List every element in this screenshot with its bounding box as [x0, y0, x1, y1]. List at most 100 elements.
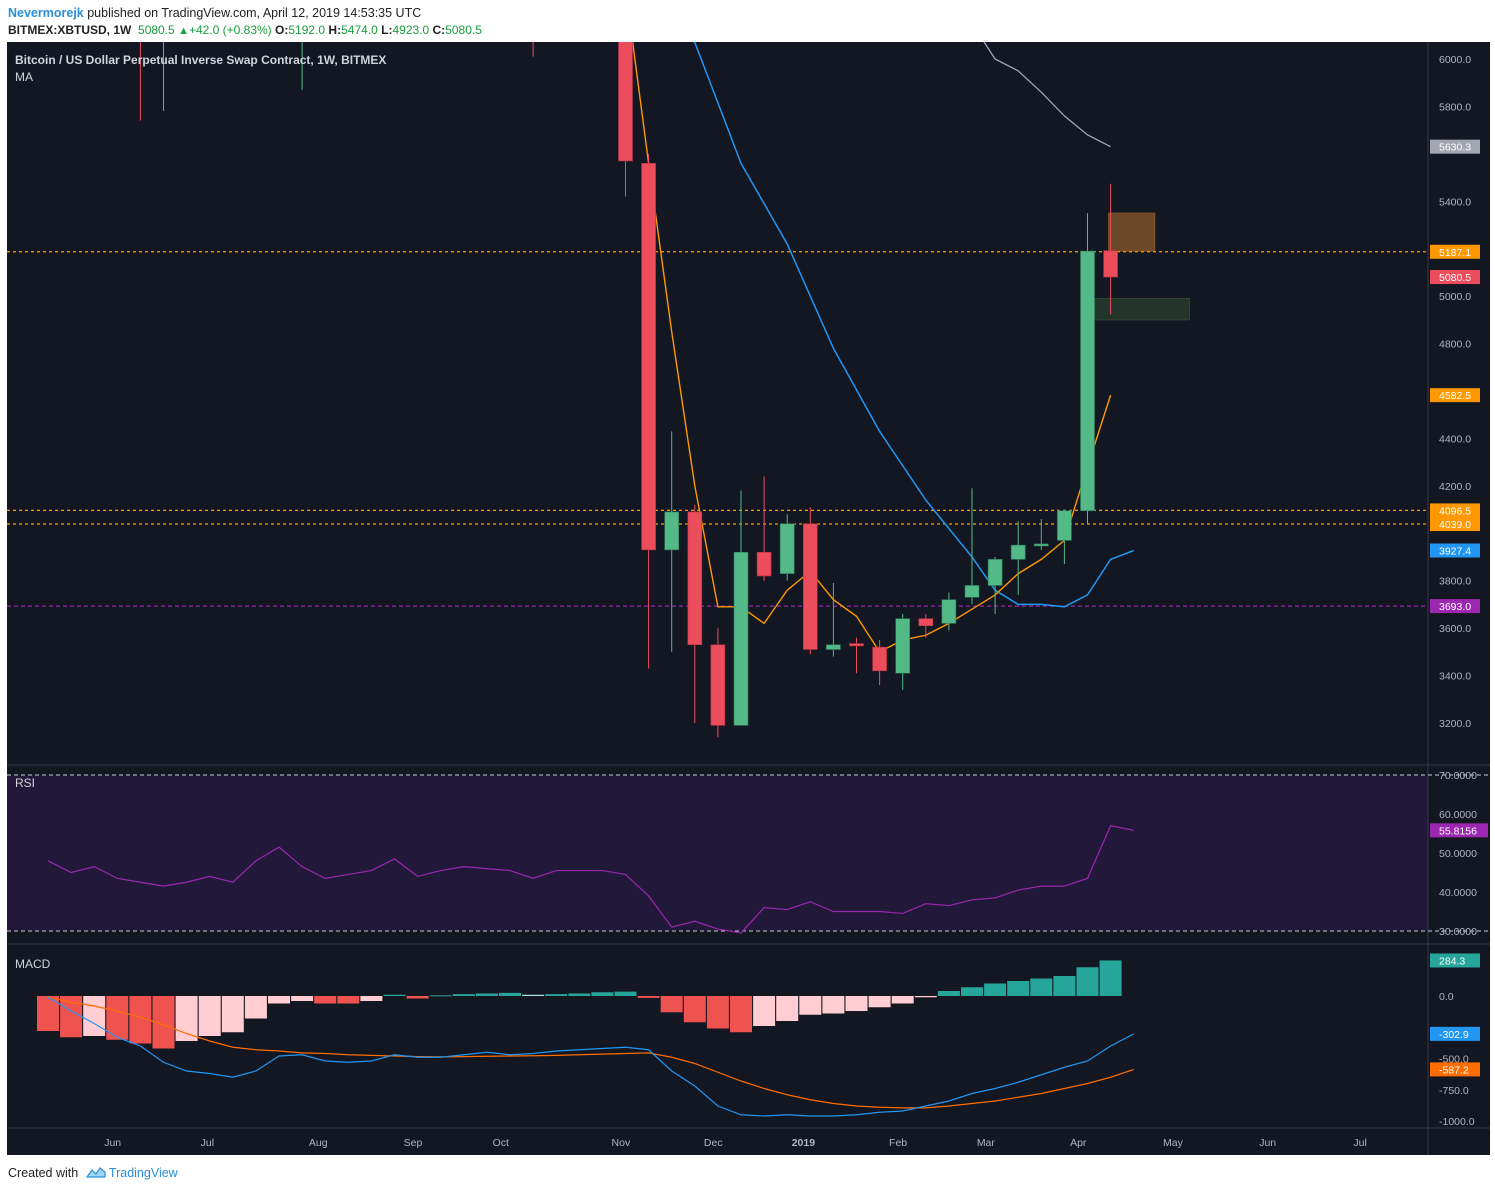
- highlight-zone: [1108, 212, 1156, 252]
- price-tag: [1430, 244, 1480, 259]
- chart-background: [7, 42, 1490, 1155]
- ma-orange-line: [631, 42, 1112, 653]
- x-tick-label: Jun: [104, 1137, 121, 1149]
- price-tag-label: 4039.0: [1439, 519, 1471, 531]
- candle-body: [826, 644, 841, 650]
- macd-bar: [822, 996, 845, 1014]
- macd-bar: [83, 996, 106, 1036]
- macd-bar: [60, 996, 83, 1038]
- macd-value-tag: [1430, 1062, 1480, 1077]
- candle-body: [1010, 544, 1026, 560]
- candle-body: [133, 12, 147, 24]
- candle-body: [941, 599, 957, 624]
- macd-bar: [198, 996, 221, 1036]
- candle-body: [526, 0, 540, 12]
- macd-bar: [475, 993, 498, 996]
- x-tick-label: Dec: [704, 1137, 723, 1149]
- rsi-value-label: 55.8156: [1439, 825, 1477, 837]
- macd-bar: [683, 996, 706, 1023]
- price-tag: [1430, 388, 1480, 403]
- price-tag: [1430, 270, 1480, 285]
- macd-bar: [152, 996, 175, 1049]
- candle-body: [687, 511, 703, 646]
- last-price: 5080.5: [138, 23, 175, 37]
- low-label: L:: [381, 23, 393, 37]
- candle-body: [641, 163, 656, 551]
- author-name[interactable]: Nevermorejk: [8, 6, 84, 20]
- macd-bar: [660, 996, 683, 1013]
- y-tick-label: 4400.0: [1439, 433, 1471, 445]
- rsi-y-tick: 30.0000: [1439, 926, 1477, 938]
- tradingview-logo-icon: [85, 1167, 106, 1178]
- macd-bar: [961, 987, 983, 996]
- rsi-y-tick: 70.0000: [1439, 770, 1477, 782]
- candle-body: [1103, 250, 1118, 278]
- x-tick-label: 2019: [792, 1137, 816, 1149]
- x-tick-label: May: [1163, 1137, 1184, 1149]
- macd-bar: [591, 992, 614, 996]
- macd-bar: [1007, 981, 1030, 996]
- price-tag: [1430, 543, 1480, 558]
- macd-line: [47, 996, 1134, 1117]
- macd-signal-line: [47, 996, 1134, 1109]
- x-tick-label: Feb: [889, 1137, 907, 1149]
- x-tick-label: Apr: [1070, 1137, 1087, 1149]
- y-tick-label: 5400.0: [1439, 196, 1471, 208]
- macd-bar: [937, 991, 960, 996]
- macd-bar: [1053, 976, 1076, 996]
- candle-body: [779, 523, 795, 574]
- price-tag-label: 3693.0: [1439, 601, 1471, 613]
- x-tick-label: Aug: [309, 1137, 328, 1149]
- tradingview-brand[interactable]: TradingView: [108, 1166, 178, 1180]
- candle-body: [872, 646, 887, 672]
- rsi-line: [47, 825, 1134, 934]
- rsi-value-tag: [1430, 823, 1488, 838]
- candle-body: [157, 0, 171, 23]
- close-label: C:: [432, 23, 446, 37]
- macd-bar: [37, 996, 59, 1031]
- macd-bar: [1099, 960, 1122, 996]
- up-arrow-icon: ▲: [178, 25, 189, 37]
- x-tick-label: Sep: [404, 1137, 423, 1149]
- macd-bar: [984, 983, 1007, 996]
- macd-bar: [221, 996, 244, 1033]
- footer: Created with TradingView: [8, 1166, 178, 1180]
- candle-body: [618, 42, 633, 162]
- macd-value-label: -302.9: [1439, 1029, 1469, 1041]
- macd-bar: [406, 996, 429, 999]
- y-tick-label: 6000.0: [1439, 54, 1471, 66]
- macd-bar: [868, 996, 891, 1008]
- candle-body: [987, 559, 1003, 586]
- macd-value-tag: [1430, 953, 1480, 968]
- macd-bar: [891, 996, 914, 1004]
- price-tag: [1430, 599, 1480, 614]
- candle-body: [295, 0, 309, 12]
- candle-body: [756, 551, 772, 577]
- candle-body: [733, 551, 749, 726]
- macd-bar: [314, 996, 337, 1004]
- macd-title: MACD: [15, 957, 51, 971]
- price-tag-label: 4096.5: [1439, 505, 1471, 517]
- y-tick-label: 3600.0: [1439, 623, 1471, 635]
- macd-bar: [383, 994, 406, 996]
- price-tag: [1430, 139, 1480, 154]
- candle-body: [710, 644, 726, 726]
- macd-bar: [106, 996, 129, 1040]
- low-value: 4923.0: [392, 23, 430, 37]
- candle-body: [849, 643, 864, 647]
- macd-value-label: -587.2: [1439, 1064, 1469, 1076]
- rsi-y-tick: 60.0000: [1439, 809, 1477, 821]
- price-tag: [1430, 517, 1480, 532]
- macd-bar: [614, 991, 637, 996]
- macd-bar: [730, 996, 752, 1033]
- y-tick-label: 4800.0: [1439, 339, 1471, 351]
- indicator-label: MA: [15, 70, 33, 84]
- macd-y-tick: 0.0: [1439, 991, 1454, 1003]
- macd-bar: [129, 996, 152, 1044]
- macd-value-tag: [1430, 1026, 1480, 1041]
- y-tick-label: 4200.0: [1439, 481, 1471, 493]
- price-pane: [7, 0, 1428, 738]
- x-tick-label: Mar: [977, 1137, 996, 1149]
- price-tag: [1430, 503, 1480, 518]
